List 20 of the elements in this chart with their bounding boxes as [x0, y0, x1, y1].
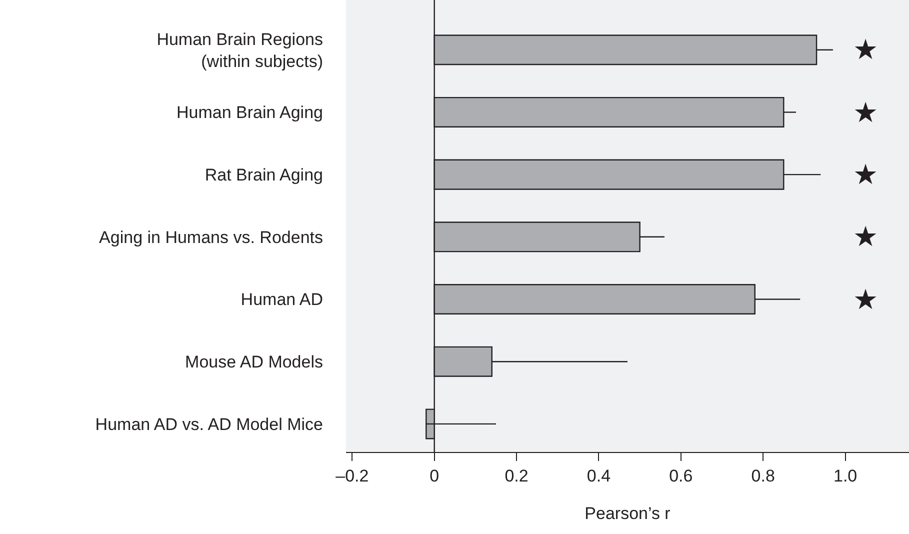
x-axis-title: Pearson’s r	[584, 504, 671, 523]
y-tick-label: Human AD vs. AD Model Mice	[95, 414, 323, 434]
x-tick-label: 1.0	[833, 466, 858, 486]
annotation: ★	[853, 221, 878, 252]
annotation: ★	[853, 159, 878, 190]
x-tick-label: 0	[430, 466, 440, 486]
x-tick-label: 0.4	[586, 466, 611, 486]
y-tick-label: Rat Brain Aging	[204, 166, 323, 185]
x-tick-label: –0.2	[336, 466, 369, 486]
x-tick-label: 0.8	[751, 466, 775, 486]
annotation: ★	[853, 97, 878, 128]
y-tick-label: Mouse AD Models	[185, 352, 323, 372]
y-tick-label: Aging in Humans vs. Rodents	[99, 228, 323, 247]
y-tick-label: Human Brain Aging	[176, 103, 323, 122]
x-tick-label: 0.2	[504, 466, 528, 486]
y-tick-label: Human Brain Regions (within subjects)	[156, 30, 323, 71]
annotation: ★	[853, 284, 878, 315]
annotation: ★	[853, 34, 878, 65]
x-tick-label: 0.6	[669, 466, 693, 486]
y-tick-label: Human AD	[240, 290, 323, 310]
